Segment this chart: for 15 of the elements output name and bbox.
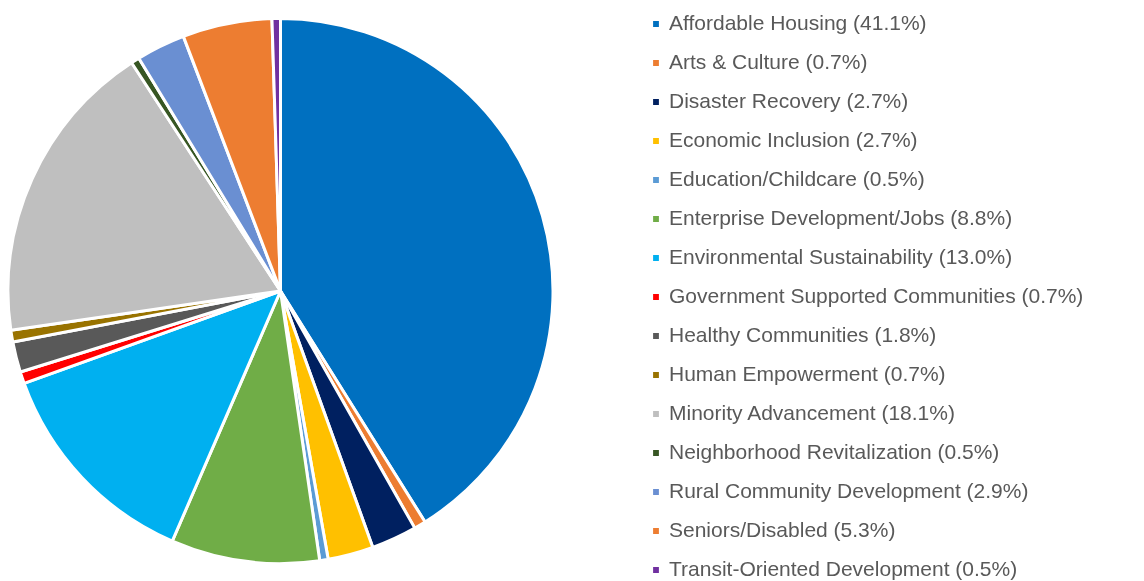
legend-label: Disaster Recovery (2.7%) xyxy=(669,89,909,113)
legend-label: Government Supported Communities (0.7%) xyxy=(669,284,1084,308)
legend-label: Rural Community Development (2.9%) xyxy=(669,479,1029,503)
legend-label: Healthy Communities (1.8%) xyxy=(669,323,937,347)
legend-label: Enterprise Development/Jobs (8.8%) xyxy=(669,206,1013,230)
legend-label: Affordable Housing (41.1%) xyxy=(669,11,927,35)
legend-label: Economic Inclusion (2.7%) xyxy=(669,128,918,152)
legend-label: Neighborhood Revitalization (0.5%) xyxy=(669,440,1000,464)
legend-label: Minority Advancement (18.1%) xyxy=(669,401,955,425)
legend-label: Human Empowerment (0.7%) xyxy=(669,362,946,386)
legend-label: Environmental Sustainability (13.0%) xyxy=(669,245,1013,269)
legend-label: Education/Childcare (0.5%) xyxy=(669,167,925,191)
legend-label: Arts & Culture (0.7%) xyxy=(669,50,868,74)
legend-label: Seniors/Disabled (5.3%) xyxy=(669,518,896,542)
legend-label: Transit-Oriented Development (0.5%) xyxy=(669,557,1018,581)
